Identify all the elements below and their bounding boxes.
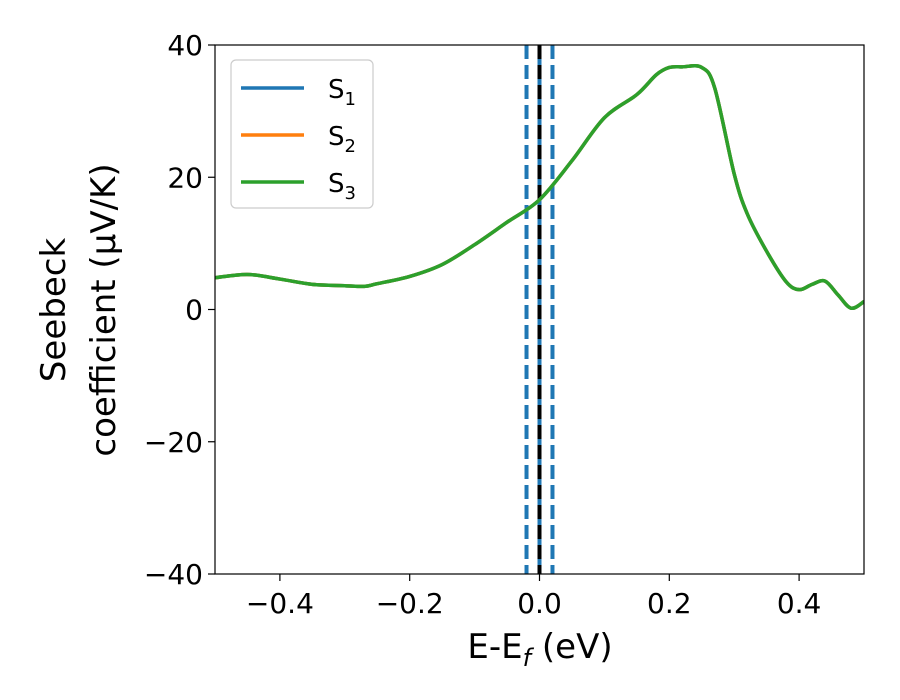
fermi-window-lines xyxy=(524,45,555,574)
legend-label-s3: S3 xyxy=(328,169,356,204)
x-axis-label: E-Ef (eV) xyxy=(467,627,612,672)
x-axis-ticks: −0.4 −0.2 0.0 0.2 0.4 xyxy=(246,574,821,620)
y-tick-label: 20 xyxy=(167,161,203,194)
y-axis-ticks: −40 −20 0 20 40 xyxy=(144,29,215,591)
series-line-s3 xyxy=(215,63,864,311)
series-lines xyxy=(215,63,864,311)
legend-label-s1: S1 xyxy=(328,75,356,110)
x-tick-label: 0.0 xyxy=(517,587,562,620)
y-axis-label: Seebeck coefficient (μV/K) xyxy=(34,163,124,456)
y-axis-label-line2: coefficient (μV/K) xyxy=(84,163,124,456)
x-tick-label: −0.4 xyxy=(246,587,314,620)
y-tick-label: 40 xyxy=(167,29,203,62)
legend-label-s2: S2 xyxy=(328,122,356,157)
y-axis-label-line1: Seebeck xyxy=(34,238,74,383)
x-tick-label: −0.2 xyxy=(376,587,444,620)
y-tick-label: −40 xyxy=(144,558,203,591)
x-tick-label: 0.4 xyxy=(777,587,822,620)
x-tick-label: 0.2 xyxy=(647,587,692,620)
y-tick-label: −20 xyxy=(144,426,203,459)
legend: S1 S2 S3 xyxy=(230,59,374,209)
y-tick-label: 0 xyxy=(185,294,203,327)
